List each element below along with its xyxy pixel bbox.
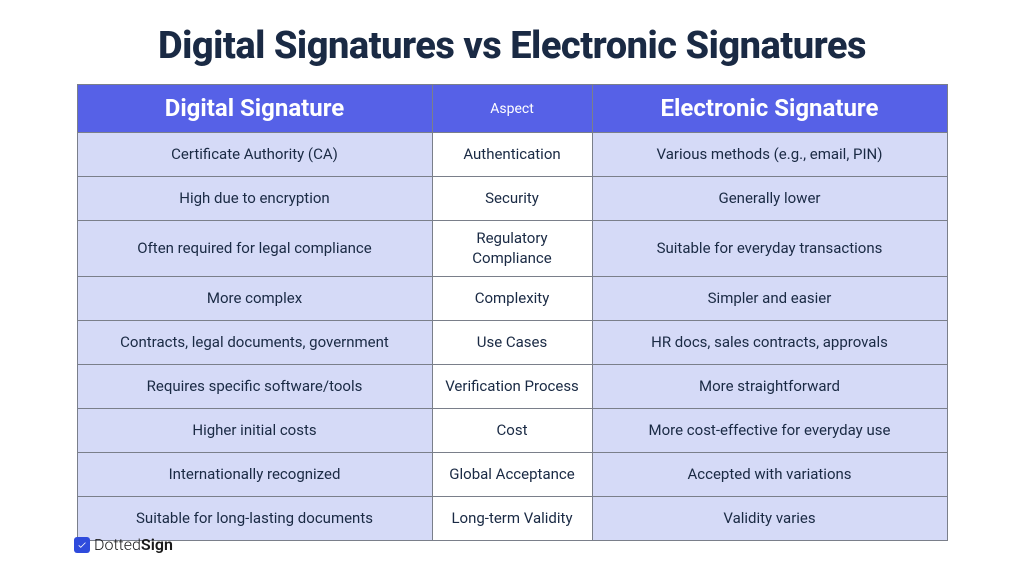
table-row: Certificate Authority (CA) Authenticatio… — [77, 133, 947, 177]
cell-right: Generally lower — [592, 177, 947, 221]
table-row: Contracts, legal documents, government U… — [77, 321, 947, 365]
cell-aspect: Regulatory Compliance — [432, 221, 592, 277]
cell-right: Suitable for everyday transactions — [592, 221, 947, 277]
cell-right: Simpler and easier — [592, 277, 947, 321]
brand-logo: DottedSign — [74, 535, 173, 554]
col-header-left: Digital Signature — [77, 85, 432, 133]
cell-aspect: Verification Process — [432, 365, 592, 409]
cell-aspect: Security — [432, 177, 592, 221]
cell-left: Internationally recognized — [77, 453, 432, 497]
table-body: Certificate Authority (CA) Authenticatio… — [77, 133, 947, 541]
table-row: Internationally recognized Global Accept… — [77, 453, 947, 497]
cell-left: More complex — [77, 277, 432, 321]
table-header-row: Digital Signature Aspect Electronic Sign… — [77, 85, 947, 133]
cell-aspect: Authentication — [432, 133, 592, 177]
brand-text-b: Sign — [141, 535, 173, 554]
table-row: Suitable for long-lasting documents Long… — [77, 497, 947, 541]
table-row: Often required for legal compliance Regu… — [77, 221, 947, 277]
cell-aspect: Use Cases — [432, 321, 592, 365]
cell-right: Various methods (e.g., email, PIN) — [592, 133, 947, 177]
cell-left: Requires specific software/tools — [77, 365, 432, 409]
table-row: Higher initial costs Cost More cost-effe… — [77, 409, 947, 453]
col-header-right: Electronic Signature — [592, 85, 947, 133]
cell-left: Certificate Authority (CA) — [77, 133, 432, 177]
cell-right: More straightforward — [592, 365, 947, 409]
cell-right: Accepted with variations — [592, 453, 947, 497]
cell-right: More cost-effective for everyday use — [592, 409, 947, 453]
cell-left: Contracts, legal documents, government — [77, 321, 432, 365]
cell-aspect: Cost — [432, 409, 592, 453]
cell-left: Often required for legal compliance — [77, 221, 432, 277]
cell-aspect: Long-term Validity — [432, 497, 592, 541]
checkmark-icon — [74, 537, 90, 553]
cell-left: High due to encryption — [77, 177, 432, 221]
cell-aspect: Global Acceptance — [432, 453, 592, 497]
col-header-aspect: Aspect — [432, 85, 592, 133]
table-row: More complex Complexity Simpler and easi… — [77, 277, 947, 321]
brand-text-a: Dotted — [94, 535, 141, 554]
table-row: High due to encryption Security Generall… — [77, 177, 947, 221]
cell-left: Higher initial costs — [77, 409, 432, 453]
cell-right: HR docs, sales contracts, approvals — [592, 321, 947, 365]
comparison-table: Digital Signature Aspect Electronic Sign… — [77, 84, 948, 541]
page-title: Digital Signatures vs Electronic Signatu… — [158, 24, 866, 68]
table-row: Requires specific software/tools Verific… — [77, 365, 947, 409]
cell-aspect: Complexity — [432, 277, 592, 321]
cell-right: Validity varies — [592, 497, 947, 541]
